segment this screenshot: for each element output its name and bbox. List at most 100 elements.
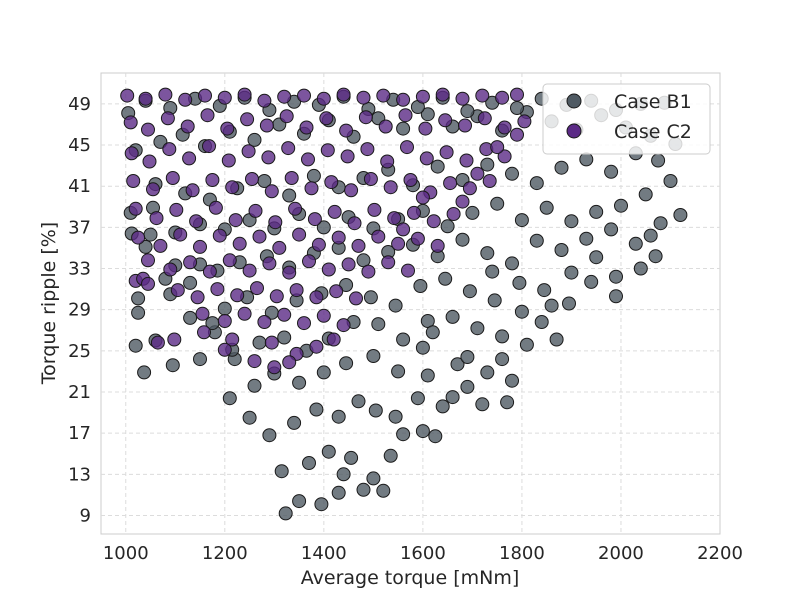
data-point [193,352,207,367]
y-tick-labels: 9 13 17 21 25 29 33 37 41 45 49 [68,94,91,527]
data-point [306,168,321,183]
data-point [124,146,139,161]
data-point [554,243,569,257]
data-point [292,375,307,390]
data-point [356,90,371,105]
data-point [363,290,378,305]
data-point [633,261,648,276]
y-tick-label: 49 [68,94,91,115]
data-point [383,448,398,463]
data-point [388,409,403,424]
data-point [120,88,135,103]
data-point [495,352,510,367]
data-point [435,87,450,102]
data-point [458,118,472,133]
data-point [396,332,411,347]
data-point [396,92,411,107]
data-point [485,264,500,279]
data-point [150,335,165,350]
y-tick-label: 45 [68,135,91,156]
data-points [120,87,688,521]
data-point [225,332,240,347]
data-point [292,227,307,242]
data-point [162,142,177,157]
data-point [193,239,207,254]
legend-marker-case-c2 [566,123,582,139]
data-point [183,255,198,270]
data-point [462,284,477,299]
data-point [202,264,217,279]
data-point [339,356,354,371]
series-case-c2 [120,87,532,375]
data-point [340,149,355,164]
x-tick-label: 1600 [400,543,446,564]
data-point [519,337,534,352]
data-point [321,444,336,459]
y-tick-label: 29 [68,300,91,321]
data-point [604,222,619,237]
data-point [584,274,599,289]
data-point [430,238,445,253]
data-point [160,111,175,126]
data-point [446,207,461,221]
data-point [462,181,477,196]
data-point [381,255,396,270]
data-point [141,253,155,268]
data-point [368,403,383,418]
data-point [387,211,402,226]
data-point [418,121,433,136]
data-point [482,174,497,188]
data-point [376,483,391,498]
data-point [490,140,505,155]
data-point [653,216,668,231]
data-point [579,231,594,246]
data-point [228,213,243,228]
data-point [589,204,604,219]
data-point [277,307,292,322]
x-tick-label: 1200 [202,543,248,564]
data-point [268,215,283,230]
data-point [363,172,378,186]
data-point [163,262,178,277]
data-point [398,108,413,123]
data-point [396,427,411,442]
data-point [245,172,259,186]
data-point [247,354,262,369]
data-point [339,278,354,292]
data-point [146,182,160,197]
data-point [391,236,406,251]
data-point [344,183,359,198]
data-point [505,373,519,388]
data-point [138,239,153,254]
y-tick-label: 13 [68,464,91,485]
data-point [316,308,331,323]
data-point [539,200,554,215]
data-point [487,293,502,308]
data-point [247,378,262,393]
data-point [267,360,282,375]
data-point [221,153,236,168]
data-point [378,119,393,134]
data-point [445,390,460,405]
data-point [264,335,279,350]
data-point [356,482,371,497]
data-point [497,149,512,164]
data-point [153,238,168,253]
data-point [425,325,440,340]
data-point [648,249,663,264]
data-point [438,271,453,286]
data-point [297,316,311,331]
data-point [339,123,354,138]
data-point [366,471,381,486]
data-point [126,174,141,188]
data-point [366,349,381,363]
data-point [396,121,411,136]
data-point [426,214,441,229]
data-point [320,143,335,158]
data-point [222,253,237,268]
data-point [604,164,619,179]
data-point [297,88,311,103]
data-point [455,91,470,106]
data-point [208,200,223,215]
data-point [470,166,485,181]
